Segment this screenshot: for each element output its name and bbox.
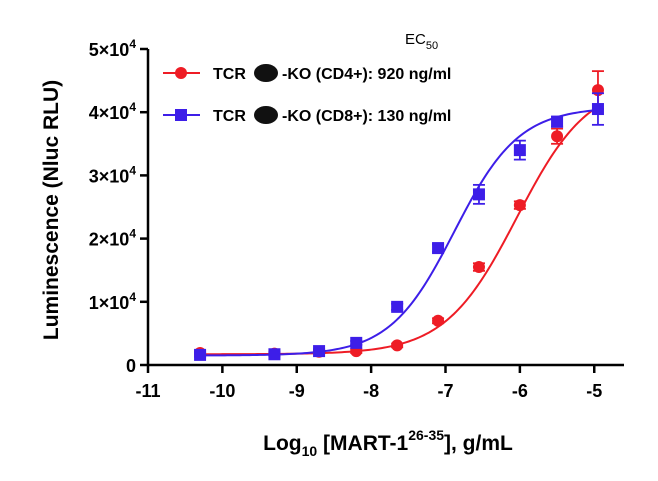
fit-curves xyxy=(200,105,599,357)
y-tick-label: 2×104 xyxy=(89,227,137,250)
y-axis-title: Luminescence (Nluc RLU) xyxy=(40,80,63,340)
data-point-cd8 xyxy=(432,242,445,255)
y-tick-label: 3×104 xyxy=(89,163,137,186)
x-tick-label: -9 xyxy=(289,381,305,401)
legend-redaction xyxy=(254,106,278,124)
data-point-cd8 xyxy=(350,336,363,349)
data-point-cd4 xyxy=(472,261,485,274)
x-tick-label: -6 xyxy=(512,381,528,401)
data-point-cd4 xyxy=(513,199,526,212)
x-tick-label: -7 xyxy=(437,381,453,401)
data-point-cd8 xyxy=(591,103,604,116)
data-point-cd8 xyxy=(194,348,207,361)
legend-marker-cd8 xyxy=(175,109,187,121)
y-tick-label: 4×104 xyxy=(89,100,137,123)
data-point-cd4 xyxy=(432,314,445,327)
legend-label-end: -KO (CD8+): 130 ng/ml xyxy=(282,108,451,125)
data-point-cd8 xyxy=(268,348,281,361)
data-point-cd8 xyxy=(513,144,526,157)
data-point-cd4 xyxy=(551,130,564,143)
x-tick-label: -11 xyxy=(135,381,160,401)
y-tick-label: 5×104 xyxy=(89,37,137,60)
data-points xyxy=(194,70,604,361)
x-tick-label: -8 xyxy=(363,381,379,401)
data-point-cd8 xyxy=(313,345,326,358)
x-tick-label: -10 xyxy=(209,381,235,401)
legend-label-start: TCR xyxy=(213,66,246,83)
data-point-cd8 xyxy=(391,300,404,313)
legend-marker-cd4 xyxy=(175,67,187,79)
data-point-cd8 xyxy=(551,115,564,128)
data-point-cd8 xyxy=(472,188,485,201)
legend-label-end: -KO (CD4+): 920 ng/ml xyxy=(282,66,451,83)
y-tick-label: 0 xyxy=(126,356,136,376)
legend-label-start: TCR xyxy=(213,108,246,125)
fit-curve-2 xyxy=(200,109,599,357)
y-tick-label: 1×104 xyxy=(89,290,137,313)
legend-header: EC50 xyxy=(405,31,438,52)
x-axis-title: Log10 [MART-126-35], g/mL xyxy=(263,427,513,459)
x-tick-label: -5 xyxy=(586,381,602,401)
axes: -11 -10 -9 -8 -7 -6 -5 0 1×104 2×104 3×104 4×104 5×1… xyxy=(89,37,624,401)
legend: EC50 TCR -KO (CD4+): 920 ng/ml TCR -KO (CD8+… xyxy=(163,31,451,125)
data-point-cd4 xyxy=(391,339,404,352)
legend-redaction xyxy=(254,64,278,82)
